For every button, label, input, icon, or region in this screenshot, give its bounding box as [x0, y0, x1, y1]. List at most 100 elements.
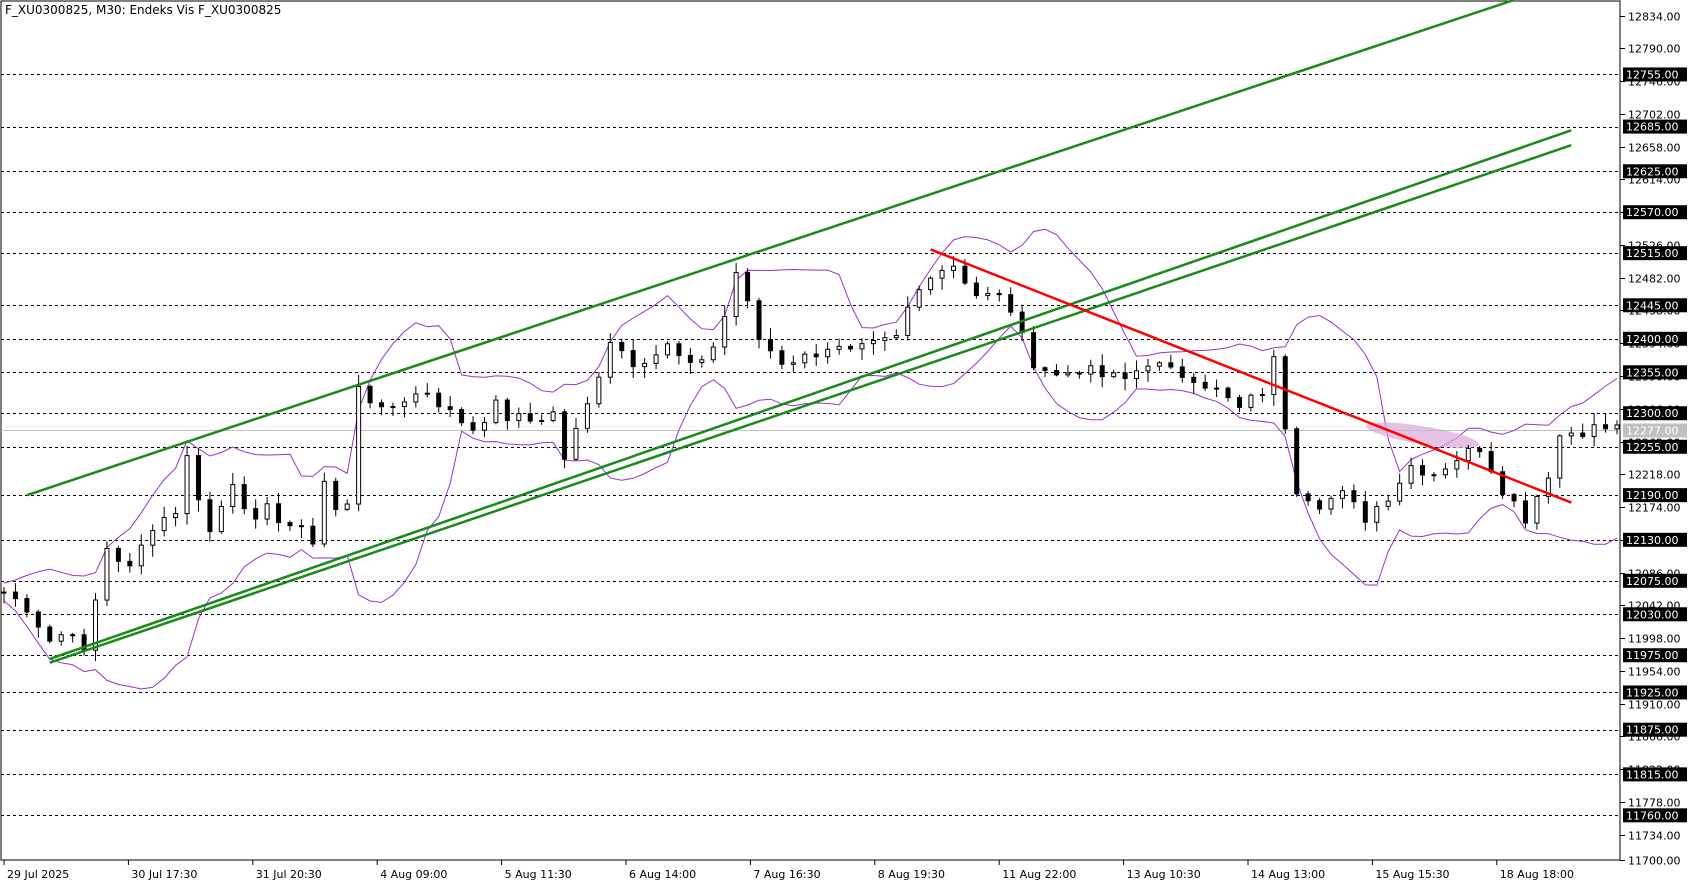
y-tick-label: 12174.00: [1628, 502, 1681, 515]
level-label: 11925.00: [1623, 685, 1687, 700]
y-tick-label: 12834.00: [1628, 11, 1681, 24]
candle-body: [47, 626, 53, 642]
level-label-box: [1623, 685, 1687, 700]
candle: [1317, 498, 1323, 514]
candle: [1145, 358, 1151, 382]
x-tick-label: 14 Aug 13:00: [1251, 868, 1325, 881]
candle: [424, 383, 430, 398]
candle: [619, 338, 625, 359]
candle-body: [1374, 505, 1380, 523]
candle: [1259, 387, 1265, 403]
highlight-zone: [1366, 422, 1479, 448]
candle-body: [619, 341, 625, 352]
candle-body: [264, 503, 270, 520]
candle-body: [1500, 471, 1506, 495]
candle-body: [253, 508, 259, 520]
candle: [504, 397, 510, 430]
candle-body: [893, 334, 899, 339]
candle: [779, 345, 785, 370]
candle-body: [973, 282, 979, 297]
candle-body: [1259, 394, 1265, 397]
candle-body: [436, 392, 442, 408]
level-label: 12625.00: [1623, 164, 1687, 179]
level-label-box: [1623, 573, 1687, 588]
candle-body: [173, 513, 179, 519]
candle: [1591, 413, 1597, 447]
candle: [939, 265, 945, 290]
candle: [550, 406, 556, 423]
candle-body: [1122, 372, 1128, 380]
candle-body: [1568, 432, 1574, 437]
candle-body: [630, 350, 636, 368]
candle-body: [1614, 424, 1620, 430]
candle-body: [596, 376, 602, 405]
level-label-text: 12685.00: [1626, 121, 1679, 134]
candle: [173, 506, 179, 527]
level-label: 12190.00: [1623, 488, 1687, 503]
candle: [310, 517, 316, 548]
candle-body: [676, 343, 682, 356]
candle: [104, 541, 110, 606]
candle-body: [848, 345, 854, 350]
candle-body: [1042, 367, 1048, 371]
candle-body: [1294, 428, 1300, 495]
candle-body: [1053, 369, 1059, 376]
candle: [333, 477, 339, 517]
candle: [1465, 444, 1471, 470]
candle: [1454, 451, 1460, 478]
candle-body: [1099, 365, 1105, 378]
candle-body: [527, 413, 533, 422]
candle-body: [1179, 366, 1185, 378]
candle: [1248, 393, 1254, 412]
candle: [459, 407, 465, 426]
candle-body: [1385, 500, 1391, 507]
candle: [745, 268, 751, 309]
candle-body: [1351, 490, 1357, 503]
candle: [436, 388, 442, 413]
candle-body: [93, 599, 99, 651]
y-tick-label: 11998.00: [1628, 633, 1681, 646]
candle-body: [401, 401, 407, 408]
candle-body: [344, 503, 350, 510]
candle-body: [985, 292, 991, 297]
candle-body: [745, 272, 751, 302]
level-label-text: 12300.00: [1626, 407, 1679, 420]
x-tick-label: 13 Aug 10:30: [1127, 868, 1201, 881]
candle: [848, 343, 854, 352]
candle: [1351, 484, 1357, 509]
candle-body: [699, 359, 705, 363]
candle: [276, 493, 282, 532]
candle-body: [1580, 432, 1586, 438]
level-label-text: 12755.00: [1626, 68, 1679, 81]
trend-line: [930, 248, 1572, 504]
candle-body: [1397, 482, 1403, 502]
candle: [161, 506, 167, 537]
candle-body: [1488, 451, 1494, 473]
candle-body: [1591, 424, 1597, 438]
candle: [264, 497, 270, 526]
candle-body: [127, 560, 133, 567]
candle: [870, 331, 876, 355]
candle: [1511, 492, 1517, 508]
candle-body: [1111, 372, 1117, 378]
candle: [413, 386, 419, 408]
candles: [1, 256, 1620, 662]
x-tick-label: 8 Aug 19:30: [878, 868, 945, 881]
candle-body: [356, 385, 362, 505]
candle-body: [962, 265, 968, 284]
candle-body: [950, 265, 956, 271]
candle: [722, 305, 728, 356]
candle-body: [379, 402, 385, 408]
level-label: 12130.00: [1623, 532, 1687, 547]
candle: [733, 262, 739, 326]
candle-body: [1362, 501, 1368, 523]
x-tick-label: 6 Aug 14:00: [629, 868, 696, 881]
candle: [401, 397, 407, 418]
candle: [1305, 490, 1311, 506]
candle: [207, 491, 213, 542]
candle: [127, 552, 133, 573]
y-tick-label: 11734.00: [1628, 830, 1681, 843]
candle: [1442, 463, 1448, 479]
